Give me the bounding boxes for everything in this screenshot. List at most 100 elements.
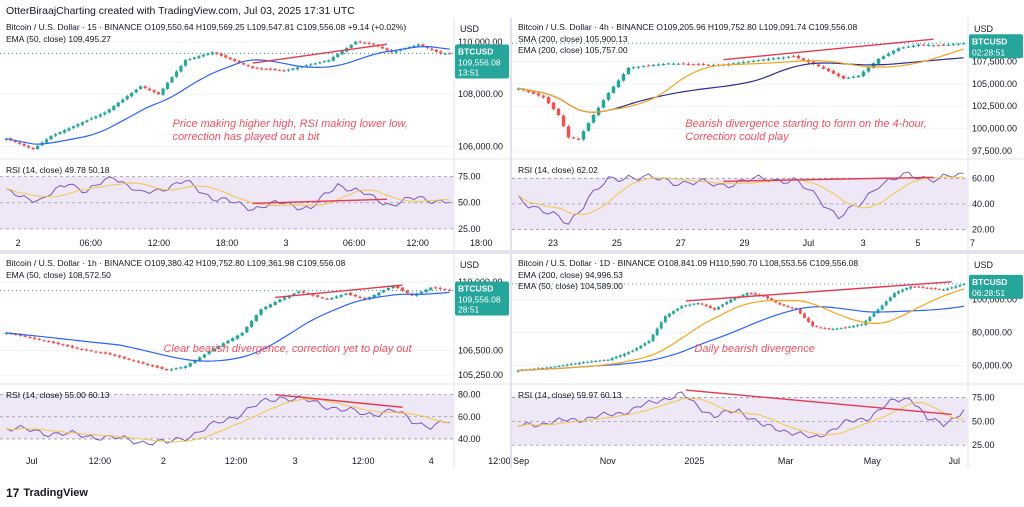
candle-body <box>311 294 315 296</box>
candle-body <box>901 289 905 292</box>
candle-body <box>224 55 228 58</box>
candle-body <box>165 369 169 371</box>
price-divergence-line <box>275 284 403 299</box>
candle-body <box>301 291 306 293</box>
time-tick-label: 18:00 <box>470 238 493 248</box>
rsi-tick-label: 50.00 <box>458 198 481 208</box>
badge-bg <box>455 44 509 79</box>
time-tick-label: Jul <box>803 238 815 248</box>
price-tick-label: 105,250.00 <box>458 370 503 380</box>
candle-body <box>421 44 425 47</box>
time-tick-label: Mar <box>778 456 794 466</box>
price-tick-label: 110,000.00 <box>458 37 502 47</box>
time-tick-label: 2 <box>161 456 166 466</box>
candle-body <box>226 340 230 344</box>
candle-body <box>108 353 112 355</box>
candle-body <box>601 100 606 108</box>
time-tick-label: Nov <box>600 456 617 466</box>
candle-body <box>937 289 941 291</box>
candle-body <box>794 308 798 310</box>
candle-body <box>666 63 671 65</box>
candle-body <box>152 90 156 93</box>
candle-body <box>416 44 420 46</box>
price-tick-label: 60,000.00 <box>972 361 1012 371</box>
candle-body <box>412 45 416 48</box>
rsi-tick-label: 40.00 <box>458 434 481 444</box>
candle-body <box>286 69 291 71</box>
candle-body <box>756 60 761 62</box>
candle-body <box>75 347 79 349</box>
chart-legend-title: Bitcoin / U.S. Dollar · 4h · BINANCE O10… <box>518 22 858 32</box>
candle-body <box>28 337 32 339</box>
candle-body <box>931 45 936 47</box>
candle-body <box>786 56 791 58</box>
currency-label: USD <box>974 24 994 34</box>
candle-body <box>622 353 626 356</box>
candle-body <box>398 49 403 51</box>
candle-body <box>268 304 273 308</box>
candle-body <box>53 134 58 136</box>
rsi-tick-label: 40.00 <box>972 199 995 209</box>
tradingview-brand: TradingView <box>23 487 88 499</box>
candle-body <box>183 366 188 368</box>
candle-body <box>134 89 138 93</box>
price-tick-label: 100,000.00 <box>972 123 1017 133</box>
candle-body <box>749 292 753 294</box>
candle-body <box>315 295 320 297</box>
candle-body <box>309 64 313 66</box>
candle-body <box>847 326 851 328</box>
candle-body <box>339 295 343 297</box>
rsi-divergence-line <box>275 394 403 408</box>
candle-body <box>921 286 925 288</box>
candle-body <box>363 42 367 44</box>
candle-body <box>946 44 951 46</box>
candle-body <box>582 362 585 364</box>
rsi-ma-line <box>6 182 450 207</box>
candle-body <box>228 57 232 60</box>
candle-body <box>771 58 776 60</box>
candle-body <box>897 291 900 294</box>
candle-body <box>112 105 116 110</box>
candle-body <box>962 283 966 285</box>
candle-body <box>103 352 108 354</box>
candle-body <box>179 367 183 369</box>
candle-body <box>18 142 22 144</box>
candle-body <box>871 63 876 68</box>
candle-body <box>322 61 326 63</box>
candle-body <box>197 56 201 59</box>
candle-body <box>89 118 93 120</box>
currency-label: USD <box>460 24 480 34</box>
candle-body <box>590 361 594 363</box>
candle-body <box>659 322 663 329</box>
moving-average-2-line <box>518 48 964 113</box>
candle-body <box>656 64 661 66</box>
candle-body <box>56 342 60 345</box>
candle-body <box>701 63 706 65</box>
candle-body <box>712 307 716 310</box>
time-tick-label: 18:00 <box>216 238 239 248</box>
candle-body <box>66 344 70 347</box>
candle-body <box>636 66 641 68</box>
candle-body <box>117 355 122 358</box>
tradingview-footer[interactable]: 17 TradingView <box>6 486 88 500</box>
chart-panel-4h[interactable]: 107,500.00 105,000.00 102,500.00 100,000.00… <box>512 18 1024 250</box>
chart-panel-1d[interactable]: 100,000.00 80,000.00 60,000.00 USD Bitcoin /… <box>512 254 1024 468</box>
badge-bg <box>455 281 509 316</box>
candle-body <box>278 299 282 302</box>
rsi-tick-label: 75.00 <box>458 172 481 182</box>
badge-bg <box>969 34 1023 59</box>
chart-panel-15m[interactable]: 110,000.00 108,000.00 106,000.00 USD Bitcoin… <box>0 18 510 250</box>
candle-body <box>22 143 26 146</box>
candle-body <box>231 338 235 341</box>
candle-body <box>94 351 98 353</box>
chart-panel-1h[interactable]: 110,000.00106,500.00105,250.00USDBitcoin… <box>0 254 510 468</box>
time-tick-label: 12:00 <box>148 238 171 248</box>
candle-body <box>778 302 782 305</box>
candle-body <box>942 289 945 291</box>
rsi-tick-label: 25.00 <box>972 440 995 450</box>
candle-body <box>439 51 443 54</box>
rsi-line <box>518 391 965 439</box>
candle-body <box>429 287 433 291</box>
candle-body <box>667 313 671 317</box>
